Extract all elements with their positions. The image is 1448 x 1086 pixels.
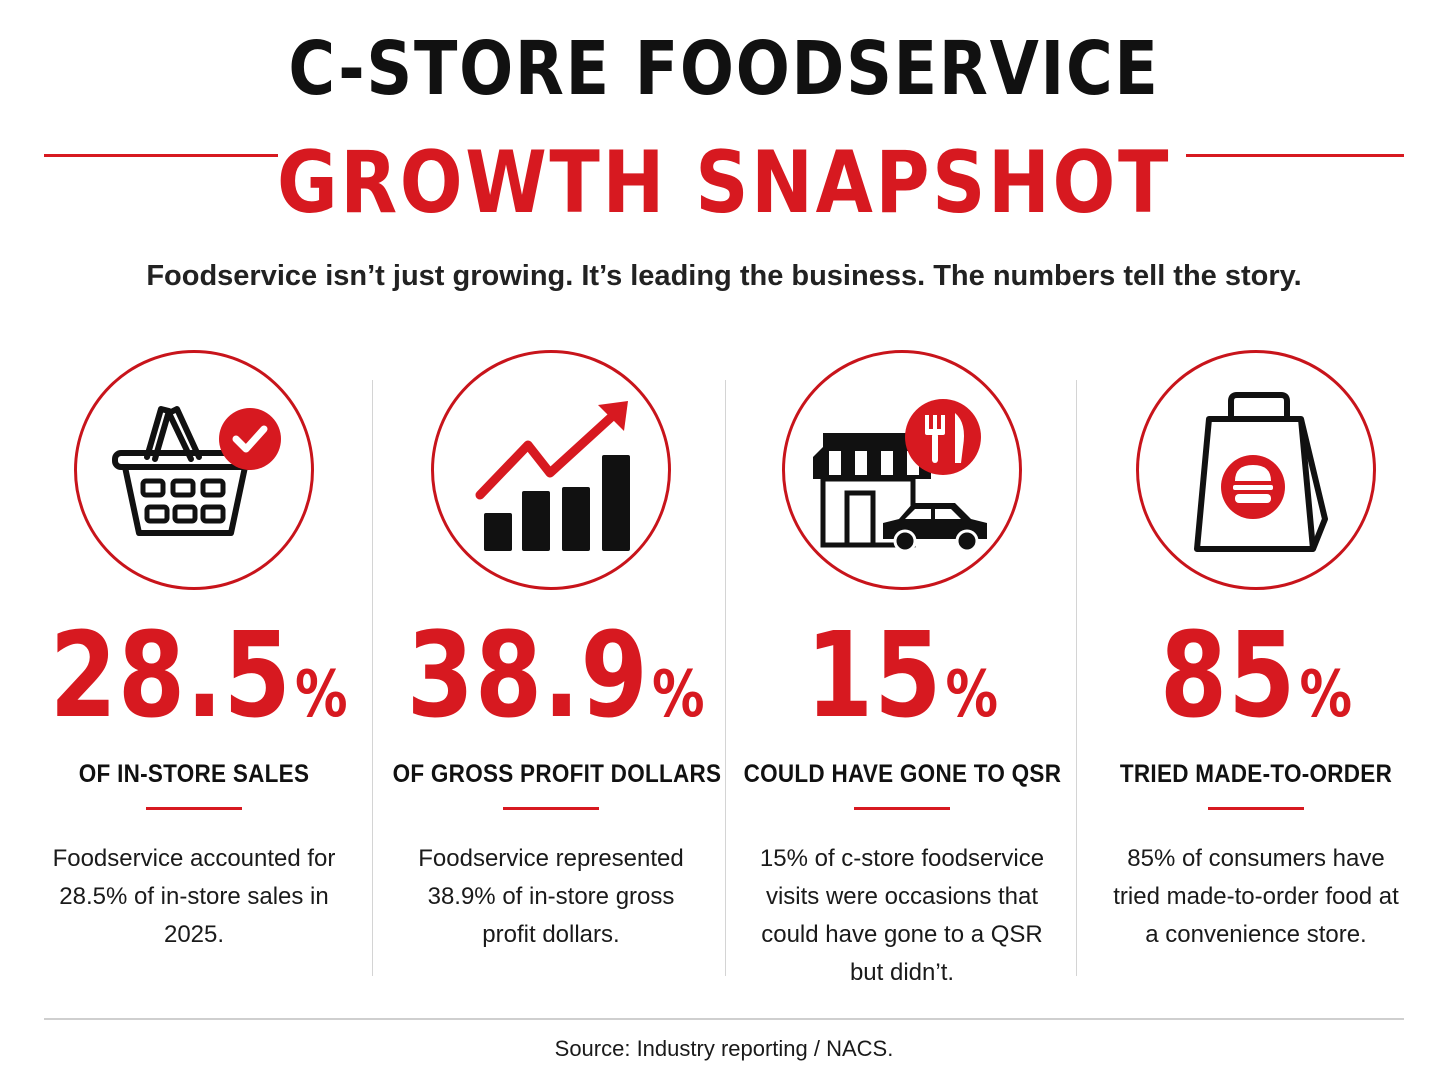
stat-description: Foodservice accounted for 28.5% of in-st… <box>52 845 336 948</box>
takeout-bag-burger-icon <box>1136 350 1376 590</box>
stat-card-made-to-order: 85% TRIED MADE-TO-ORDER 85% of consumers… <box>1080 350 1432 954</box>
stat-description: Foodservice represented 38.9% of in-stor… <box>418 845 684 948</box>
growth-chart-icon <box>431 350 671 590</box>
title-line-1: C-STORE FOODSERVICE <box>288 26 1160 112</box>
stat-card-gross-profit: 38.9% OF GROSS PROFIT DOLLARS Foodservic… <box>375 350 727 954</box>
stat-value: 28.5% <box>49 606 348 744</box>
label-underline <box>854 807 950 810</box>
footer-divider <box>44 1018 1404 1020</box>
column-divider <box>1076 380 1077 976</box>
stat-value: 85% <box>1159 606 1353 744</box>
stat-label: TRIED MADE-TO-ORDER <box>1119 760 1393 788</box>
source-note: Source: Industry reporting / NACS. <box>554 1036 894 1061</box>
stat-value: 38.9% <box>406 606 705 744</box>
label-underline <box>146 807 242 810</box>
column-divider <box>725 380 726 976</box>
stat-label: OF IN-STORE SALES <box>78 760 310 788</box>
stat-card-in-store-sales: 28.5% OF IN-STORE SALES Foodservice acco… <box>18 350 370 954</box>
shopping-basket-check-icon <box>74 350 314 590</box>
stat-label: OF GROSS PROFIT DOLLARS <box>392 760 722 788</box>
label-underline <box>503 807 599 810</box>
stat-value: 15% <box>805 606 999 744</box>
subtitle: Foodservice isn’t just growing. It’s lea… <box>146 260 1302 292</box>
column-divider <box>372 380 373 976</box>
storefront-car-icon <box>782 350 1022 590</box>
stat-card-qsr: 15% COULD HAVE GONE TO QSR 15% of c-stor… <box>726 350 1078 992</box>
stat-description: 85% of consumers have tried made-to-orde… <box>1113 845 1399 948</box>
title-line-2: GROWTH SNAPSHOT <box>276 133 1171 233</box>
stat-description: 15% of c-store foodservice visits were o… <box>759 845 1045 986</box>
label-underline <box>1208 807 1304 810</box>
stat-label: COULD HAVE GONE TO QSR <box>743 760 1062 788</box>
title-rule-left <box>44 154 278 157</box>
title-rule-right <box>1186 154 1404 157</box>
